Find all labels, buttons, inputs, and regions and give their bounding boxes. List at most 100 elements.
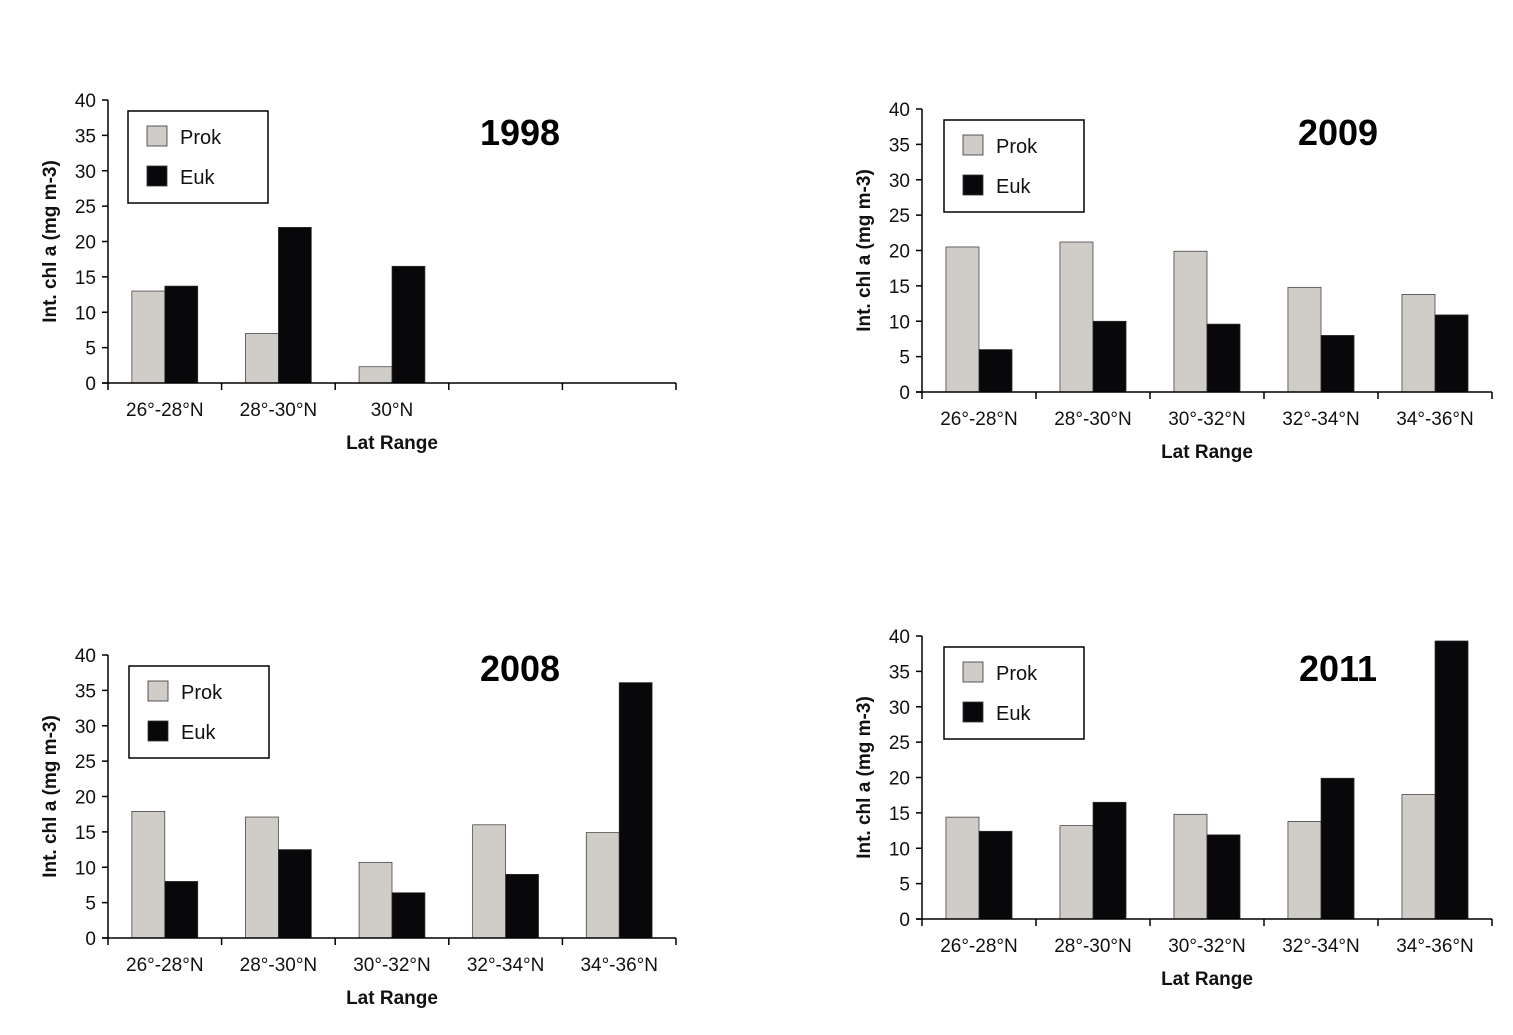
legend-swatch-euk [147,720,169,742]
y-axis-title: Int. chl a (mg m-3) [40,160,61,323]
y-tick-label: 0 [899,383,910,404]
legend-label-euk: Euk [180,167,215,189]
y-tick-label: 40 [889,627,910,648]
y-tick-label: 35 [75,681,96,702]
y-tick-label: 20 [75,233,96,254]
bar-prok-5 [1401,794,1436,920]
x-tick-label: 26°-28°N [940,409,1018,430]
legend-label-prok: Prok [996,136,1038,158]
y-tick-label: 20 [889,769,910,790]
chart-panel-1998: 0 5 10 15 20 25 30 35 40 26°-28°N 28°-30°N 30°N Lat … [40,91,677,454]
y-tick-label: 0 [85,929,96,950]
y-tick-label: 15 [75,268,96,289]
y-tick-label: 35 [75,126,96,147]
y-tick-label: 25 [889,206,910,227]
x-axis-title: Lat Range [1161,969,1253,990]
y-tick-label: 30 [889,171,910,192]
bar-euk-3 [1206,323,1241,393]
bar-prok-1 [131,290,166,384]
bar-euk-2 [278,227,312,384]
bar-prok-1 [945,246,980,393]
y-tick-label: 35 [889,662,910,683]
legend-swatch-prok [147,680,169,702]
x-tick-label: 28°-30°N [1054,409,1132,430]
y-tick-label: 30 [75,717,96,738]
bar-prok-5 [585,832,620,939]
bar-prok-2 [1059,825,1094,920]
bar-euk-4 [505,873,539,939]
y-tick-label: 15 [889,804,910,825]
x-tick-label: 28°-30°N [240,955,318,976]
legend-label-euk: Euk [181,722,216,744]
y-tick-label: 35 [889,135,910,156]
y-tick-label: 20 [75,788,96,809]
y-tick-label: 10 [75,303,96,324]
bar-euk-4 [1320,335,1355,393]
y-tick-label: 25 [889,733,910,754]
bar-euk-1 [164,285,199,384]
legend-box [128,665,270,759]
y-tick-label: 5 [85,339,96,360]
x-tick-label: 26°-28°N [126,400,204,421]
chart-title: 2008 [480,648,560,689]
legend-swatch-prok [962,134,984,156]
bar-euk-1 [978,830,1013,920]
chart-title: 2009 [1298,112,1378,153]
legend-label-euk: Euk [996,176,1031,198]
y-tick-label: 40 [75,91,96,112]
x-axis-title: Lat Range [346,433,438,454]
x-tick-label: 30°-32°N [353,955,431,976]
bar-prok-3 [358,861,393,939]
x-tick-label: 30°-32°N [1168,409,1246,430]
x-tick-label: 30°-32°N [1168,936,1246,957]
chart-panel-2011: 0 5 10 15 20 25 30 35 40 26°-28°N 28°-30°N 30°-32°N… [854,627,1493,990]
legend: Prok Euk [943,119,1085,213]
chart-panel-2008: 0 5 10 15 20 25 30 35 40 26°-28°N 28°-30°N 30°-32°N… [40,646,677,1009]
legend-label-prok: Prok [180,127,222,149]
y-tick-label: 5 [899,348,910,369]
x-tick-label: 34°-36°N [1396,936,1474,957]
x-tick-label: 32°-34°N [1282,409,1360,430]
bar-prok-4 [1287,286,1322,393]
legend: Prok Euk [943,646,1085,740]
bar-euk-2 [1092,801,1127,920]
y-tick-label: 10 [889,312,910,333]
x-tick-label: 30°N [371,400,413,421]
bar-prok-4 [472,824,506,939]
x-axis-title: Lat Range [346,988,438,1009]
bar-prok-2 [245,333,279,384]
y-tick-label: 10 [889,839,910,860]
legend-label-euk: Euk [996,703,1031,725]
x-tick-label: 26°-28°N [940,936,1018,957]
x-axis-title: Lat Range [1161,442,1253,463]
bar-prok-4 [1287,821,1322,920]
legend-swatch-euk [962,174,984,196]
chart-title: 2011 [1299,648,1377,689]
y-tick-label: 15 [75,823,96,844]
y-tick-label: 30 [889,698,910,719]
bar-prok-1 [945,816,980,920]
legend-swatch-prok [962,661,984,683]
x-tick-label: 28°-30°N [1054,936,1132,957]
y-axis-title: Int. chl a (mg m-3) [40,715,61,878]
bar-euk-4 [1320,777,1355,920]
bar-euk-5 [1434,314,1469,393]
y-tick-label: 10 [75,858,96,879]
y-tick-label: 5 [899,875,910,896]
chart-panel-2009: 0 5 10 15 20 25 30 35 40 26°-28°N 28°-30°N 30°-32°N… [854,100,1493,463]
legend-box [127,110,269,204]
y-tick-label: 25 [75,197,96,218]
x-tick-label: 32°-34°N [467,955,545,976]
x-tick-label: 32°-34°N [1282,936,1360,957]
bar-euk-3 [391,892,426,939]
bar-euk-1 [978,349,1013,393]
legend: Prok Euk [128,665,270,759]
bar-prok-3 [1173,813,1208,920]
bar-euk-1 [164,881,199,939]
y-tick-label: 5 [85,894,96,915]
y-axis-title: Int. chl a (mg m-3) [854,696,875,859]
x-tick-label: 34°-36°N [580,955,658,976]
y-tick-label: 30 [75,162,96,183]
legend-swatch-euk [962,701,984,723]
